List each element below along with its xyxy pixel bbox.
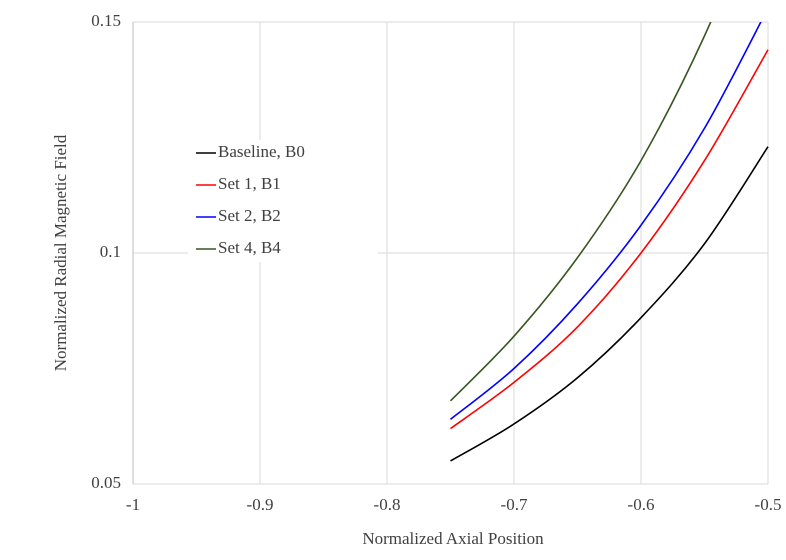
series-line (450, 22, 762, 420)
x-axis-label: Normalized Axial Position (362, 529, 544, 548)
series-line (450, 49, 769, 430)
x-tick-label: -0.9 (247, 495, 274, 514)
y-tick-label: 0.05 (91, 473, 121, 492)
legend-label: Baseline, B0 (218, 142, 305, 161)
legend (188, 140, 378, 262)
x-tick-label: -0.5 (755, 495, 782, 514)
legend-label: Set 4, B4 (218, 238, 281, 257)
x-tick-label: -0.7 (501, 495, 528, 514)
series-line (449, 22, 712, 402)
x-tick-label: -0.6 (628, 495, 655, 514)
x-tick-label: -1 (126, 495, 140, 514)
y-tick-label: 0.15 (91, 11, 121, 30)
legend-label: Set 2, B2 (218, 206, 281, 225)
x-tick-label: -0.8 (374, 495, 401, 514)
legend-label: Set 1, B1 (218, 174, 281, 193)
y-axis-label: Normalized Radial Magnetic Field (51, 134, 70, 371)
y-tick-label: 0.1 (100, 242, 121, 261)
series-line (450, 146, 769, 462)
